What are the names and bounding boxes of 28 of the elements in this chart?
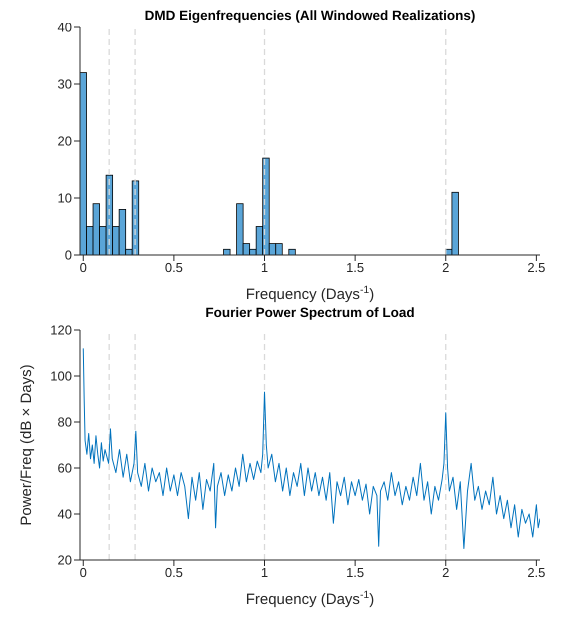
x-tick-label: 2: [442, 565, 450, 580]
y-tick-label: 30: [58, 76, 72, 92]
y-tick-label: 20: [58, 552, 72, 568]
x-tick-label: 1: [260, 565, 268, 580]
y-tick-label: 120: [50, 322, 72, 338]
x-tick-label: 0.5: [164, 565, 183, 580]
x-tick-label: 0: [80, 260, 87, 276]
y-tick-label: 60: [58, 460, 72, 476]
chart-title: DMD Eigenfrequencies (All Windowed Realizations): [144, 8, 476, 23]
y-tick-label: 40: [58, 506, 72, 522]
x-axis-title: Frequency (Days$^{-1}$): [246, 284, 374, 303]
x-tick-label: 2.5: [527, 260, 546, 276]
x-tick-label: 2: [442, 260, 450, 276]
x-tick-label: 2.5: [527, 565, 546, 580]
y-axis-title: Power/Freq (dB × Days): [18, 364, 34, 526]
x-axis-title: Frequency (Days$^{-1}$): [246, 589, 374, 608]
x-tick-label: 0: [80, 565, 87, 580]
x-tick-label: 1.5: [346, 565, 364, 580]
y-tick-label: 20: [58, 134, 72, 149]
x-tick-label: 1: [260, 260, 268, 276]
y-tick-label: 80: [58, 414, 72, 430]
x-tick-label: 0.5: [164, 260, 183, 276]
y-tick-label: 100: [50, 368, 72, 384]
line-series: [82, 348, 540, 549]
y-tick-label: 10: [58, 190, 72, 206]
y-tick-label: 0: [64, 248, 72, 263]
chart-title: Fourier Power Spectrum of Load: [204, 305, 416, 320]
x-tick-label: 1.5: [346, 260, 364, 276]
